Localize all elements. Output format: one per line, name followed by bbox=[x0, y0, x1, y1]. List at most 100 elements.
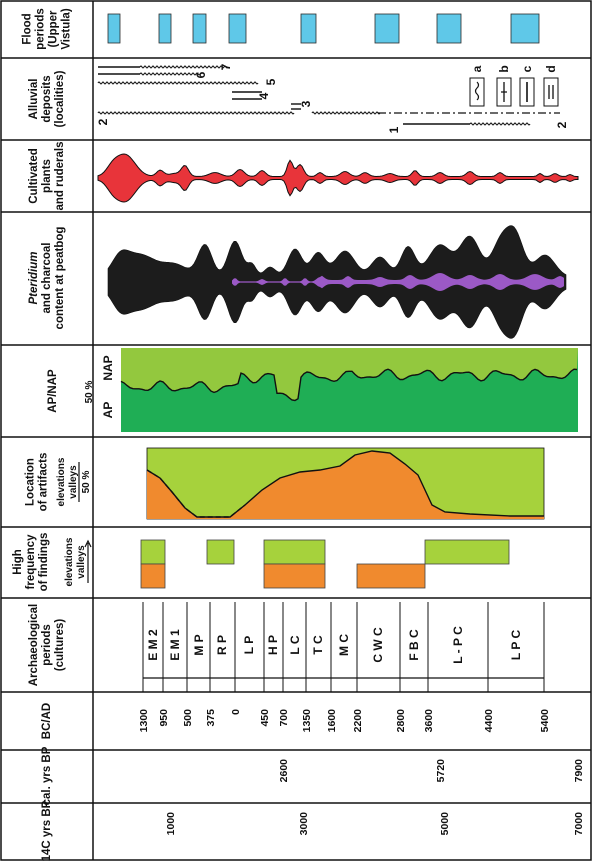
flood-label-line: (Upper bbox=[48, 10, 60, 48]
alluvial-locality-number: 5 bbox=[264, 78, 278, 85]
pteridium-charcoal-panel bbox=[107, 225, 567, 339]
frequency-valleys-box bbox=[140, 563, 166, 589]
flood-period-box bbox=[374, 13, 400, 44]
alluvial-locality-number: 1 bbox=[387, 126, 401, 133]
bcad-tick: 0 bbox=[230, 709, 242, 715]
panel-labels: Flood periods (Upper Vistula)Alluvial deposi… bbox=[12, 8, 92, 861]
cal-tick: 2600 bbox=[278, 759, 290, 783]
period-label: C W C bbox=[371, 627, 385, 663]
flood-period-box bbox=[228, 13, 247, 44]
frequency-label-line: of findings bbox=[38, 533, 50, 592]
pteridium-label-line: content at peatbog bbox=[54, 227, 66, 330]
alluvial-deposits-panel: 7 6 5 4 3 2 1 2 a b c d bbox=[96, 63, 569, 133]
archaeo-label-line: (cultures) bbox=[54, 619, 66, 672]
period-label: L - P C bbox=[451, 626, 465, 664]
artifacts-label-line: Location bbox=[25, 458, 37, 506]
cultivated-label-line: plants bbox=[41, 159, 53, 193]
frequency-valleys-label: valleys bbox=[76, 545, 87, 579]
alluvial-label-line: deposits bbox=[41, 75, 53, 122]
flood-label-line: Vistula) bbox=[61, 8, 73, 49]
artifacts-label-line: of artifacts bbox=[38, 453, 50, 512]
period-label: E M 1 bbox=[168, 629, 182, 661]
period-label: E M 2 bbox=[146, 629, 160, 661]
frequency-elevations-box bbox=[206, 539, 235, 565]
cal-tick: 7900 bbox=[573, 759, 585, 783]
alluvial-locality-number: 2 bbox=[96, 118, 110, 125]
c14-tick: 3000 bbox=[298, 812, 310, 836]
flood-period-box bbox=[510, 13, 540, 44]
legend-box bbox=[543, 77, 559, 107]
alluvial-locality-number: 4 bbox=[257, 92, 271, 99]
time-axes: 1300 950 500 375 0 450 700 1350 1600 2200 2800 3600… bbox=[138, 709, 585, 836]
alluvial-locality-number: 6 bbox=[194, 71, 208, 78]
cultivated-plants-panel bbox=[97, 153, 579, 203]
alluvial-wavy-line bbox=[97, 81, 259, 85]
frequency-elevations-label: elevations bbox=[64, 537, 75, 586]
flood-period-box bbox=[158, 13, 172, 44]
alluvial-wavy-line bbox=[139, 65, 229, 69]
alluvial-locality-number: 3 bbox=[299, 100, 313, 107]
archaeo-label-line: Archaeological bbox=[28, 604, 40, 686]
bcad-tick: 375 bbox=[205, 709, 217, 727]
findings-frequency-panel bbox=[140, 539, 510, 589]
cultivated-label-line: and ruderals bbox=[54, 141, 66, 210]
flood-period-box bbox=[107, 13, 121, 44]
period-label: F B C bbox=[407, 629, 421, 661]
apnap-pct-label: 50 % bbox=[84, 380, 95, 403]
bcad-tick: 2800 bbox=[395, 709, 407, 733]
bcad-tick: 1300 bbox=[138, 709, 150, 733]
ap-nap-panel: NAP AP 50 % bbox=[84, 348, 578, 432]
legend-letter: c bbox=[520, 65, 534, 72]
legend-letter: a bbox=[470, 65, 484, 72]
legend-box bbox=[469, 77, 485, 107]
frequency-arrow bbox=[84, 539, 92, 583]
cultivated-label-line: Cultivated bbox=[28, 148, 40, 204]
flood-periods-panel bbox=[107, 13, 540, 44]
period-label: L P C bbox=[509, 630, 523, 661]
archaeological-periods-panel: E M 2 E M 1 M P R P L P H P L C T C M C C W C F B … bbox=[142, 602, 545, 692]
pteridium-label-line: and charcoal bbox=[41, 243, 53, 314]
alluvial-wavy-line bbox=[97, 111, 295, 115]
frequency-elevations-box bbox=[140, 539, 166, 565]
bcad-tick: 4400 bbox=[483, 709, 495, 733]
legend-letter: b bbox=[497, 65, 511, 72]
artifacts-pct-label: 50 % bbox=[81, 470, 92, 493]
period-label: R P bbox=[215, 635, 229, 655]
nap-area bbox=[121, 348, 578, 401]
bcad-tick: 1600 bbox=[326, 709, 338, 733]
artifacts-valleys-label: valleys bbox=[68, 465, 79, 499]
flood-period-box bbox=[300, 13, 317, 44]
alluvial-wavy-line bbox=[139, 72, 201, 76]
period-label: M C bbox=[337, 634, 351, 656]
bcad-label: BC/AD bbox=[41, 703, 53, 739]
legend-double-symbol bbox=[548, 85, 554, 99]
pteridium-label-line: Pteridium bbox=[28, 251, 40, 304]
c14-tick: 7000 bbox=[573, 812, 585, 836]
archaeo-label-line: periods bbox=[41, 624, 53, 666]
period-label: M P bbox=[192, 634, 206, 655]
panel-separators bbox=[1, 57, 591, 804]
alluvial-locality-number: 7 bbox=[219, 63, 233, 70]
bcad-tick: 2200 bbox=[352, 709, 364, 733]
cal-tick: 5720 bbox=[435, 759, 447, 783]
period-label: L P bbox=[242, 636, 256, 654]
frequency-elevations-box bbox=[424, 539, 510, 565]
period-label: H P bbox=[266, 635, 280, 655]
bcad-tick: 450 bbox=[259, 709, 271, 727]
alluvial-label-line: Alluvial bbox=[28, 79, 40, 120]
ap-nap-curve bbox=[120, 368, 578, 402]
ap-label: AP bbox=[101, 402, 115, 419]
frequency-label-line: High bbox=[12, 549, 24, 575]
legend-letter: d bbox=[544, 65, 558, 72]
flood-period-box bbox=[436, 13, 462, 44]
flood-label-line: periods bbox=[35, 8, 47, 50]
apnap-label-line: AP/NAP bbox=[47, 369, 59, 413]
bcad-tick: 950 bbox=[158, 709, 170, 727]
flood-label-line: Flood bbox=[22, 13, 34, 44]
alluvial-locality-number: 2 bbox=[555, 121, 569, 128]
c14-label: 14C yrs BP bbox=[41, 800, 53, 861]
alluvial-wavy-line bbox=[311, 111, 381, 115]
nap-label: NAP bbox=[101, 355, 115, 380]
